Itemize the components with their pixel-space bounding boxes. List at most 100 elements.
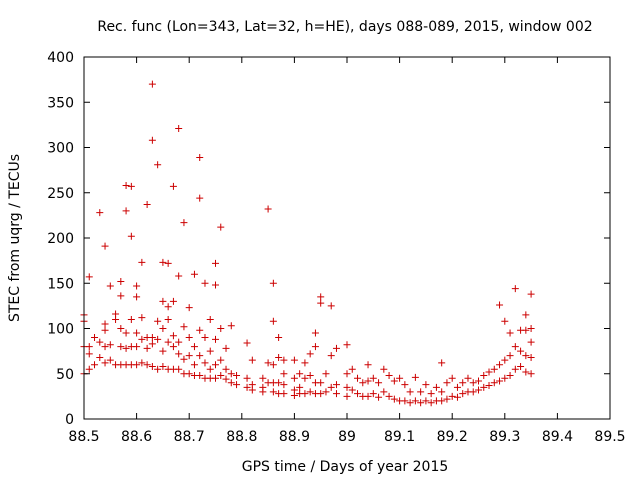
x-tick-label: 88.8 — [226, 429, 257, 445]
data-point — [422, 381, 430, 389]
data-point — [133, 329, 141, 337]
data-point — [127, 232, 135, 240]
data-point — [154, 365, 162, 373]
data-point — [517, 347, 525, 355]
data-point — [154, 335, 162, 343]
y-tick-label: 250 — [47, 186, 74, 202]
data-point — [206, 365, 214, 373]
data-point — [369, 390, 377, 398]
x-tick-label: 89 — [338, 429, 356, 445]
y-tick-label: 0 — [65, 412, 74, 428]
data-point — [259, 388, 267, 396]
data-point — [248, 356, 256, 364]
data-point — [438, 359, 446, 367]
y-axis: 0 50 100 150 200 250 300 350 400 — [47, 50, 610, 428]
data-point — [422, 397, 430, 405]
data-point — [480, 383, 488, 391]
data-point — [275, 379, 283, 387]
data-point — [96, 338, 104, 346]
data-point — [311, 343, 319, 351]
data-point — [480, 372, 488, 380]
data-point — [527, 325, 535, 332]
data-point — [201, 279, 209, 287]
data-point — [196, 372, 204, 380]
data-point — [222, 375, 230, 383]
data-point — [180, 219, 188, 227]
data-point — [185, 304, 193, 312]
data-point — [164, 303, 172, 311]
data-point — [122, 182, 130, 190]
data-point — [101, 343, 109, 351]
data-point — [212, 281, 219, 289]
data-point — [343, 370, 351, 378]
x-tick-label: 89.3 — [489, 429, 520, 445]
data-point — [527, 290, 535, 298]
data-point — [490, 379, 498, 387]
data-point — [406, 399, 414, 407]
data-point — [91, 361, 99, 369]
data-point — [175, 272, 183, 280]
data-point — [417, 388, 425, 396]
data-point — [196, 352, 204, 360]
data-point — [91, 334, 99, 342]
x-tick-label: 88.9 — [279, 429, 310, 445]
data-point — [443, 379, 451, 387]
data-point — [443, 395, 451, 403]
data-point — [364, 377, 372, 385]
data-point — [506, 329, 514, 337]
data-point — [212, 259, 219, 267]
data-point — [290, 374, 298, 382]
data-point — [169, 343, 177, 351]
data-point — [127, 315, 135, 323]
data-point — [243, 374, 251, 382]
x-tick-label: 89.5 — [594, 429, 625, 445]
data-point — [427, 390, 435, 398]
x-tick-label: 88.7 — [174, 429, 205, 445]
y-tick-label: 200 — [47, 231, 74, 247]
data-point — [485, 382, 493, 390]
data-point — [306, 388, 314, 396]
data-point — [227, 379, 235, 387]
data-point — [317, 390, 325, 398]
data-point — [280, 390, 288, 398]
data-point — [269, 361, 277, 369]
data-point — [196, 194, 204, 202]
data-point — [369, 374, 377, 382]
data-point — [380, 388, 388, 396]
data-point — [317, 293, 325, 301]
data-point — [248, 386, 256, 394]
data-point — [390, 395, 398, 403]
y-tick-label: 400 — [47, 50, 74, 66]
data-point — [364, 361, 372, 369]
data-point — [306, 372, 314, 380]
data-point — [475, 377, 482, 385]
data-point — [190, 361, 198, 369]
data-point — [264, 359, 272, 367]
data-point — [122, 329, 130, 337]
data-point — [175, 365, 183, 373]
data-point — [506, 372, 514, 380]
data-point — [217, 356, 225, 364]
data-point — [175, 338, 183, 346]
data-point — [217, 223, 225, 231]
data-point — [243, 383, 251, 391]
data-point — [117, 292, 125, 300]
data-point — [201, 359, 209, 367]
data-point — [159, 363, 167, 371]
data-point — [206, 315, 214, 323]
data-point — [201, 334, 209, 342]
data-point — [185, 370, 193, 378]
x-tick-label: 89.1 — [384, 429, 415, 445]
data-point — [396, 374, 404, 382]
data-point — [159, 258, 167, 266]
data-point — [496, 361, 504, 369]
data-point — [290, 356, 298, 364]
data-point — [527, 338, 535, 346]
data-point — [117, 277, 125, 285]
data-point — [417, 399, 425, 407]
data-point — [106, 282, 114, 290]
y-tick-label: 300 — [47, 141, 74, 157]
x-tick-label: 88.6 — [121, 429, 152, 445]
data-point — [138, 314, 146, 322]
